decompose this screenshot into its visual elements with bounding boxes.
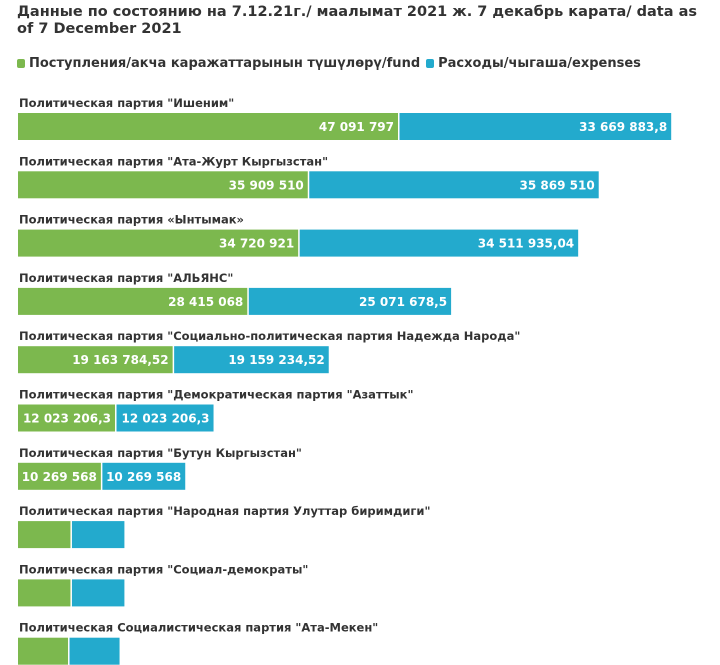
bar-expenses [69, 637, 120, 665]
data-label-expenses: 12 023 206,3 [121, 412, 209, 426]
legend-swatch-fund [17, 58, 25, 68]
category-label: Политическая партия "Социал-демократы" [19, 562, 308, 576]
bar-fund [18, 287, 248, 315]
category-label: Политическая партия "Демократическая пар… [19, 388, 413, 402]
legend-item-fund: Поступления/акча каражаттарынын түшүлөрү… [17, 56, 420, 71]
data-label-expenses: 33 669 883,8 [579, 120, 667, 134]
bar-fund [18, 637, 69, 665]
category-label: Политическая Социалистическая партия "Ат… [19, 621, 378, 635]
data-label-fund: 28 415 068 [168, 295, 243, 309]
category-label: Политическая партия "Ишеним" [19, 96, 234, 110]
data-label-fund: 47 091 797 [319, 120, 394, 134]
legend-label-expenses: Расходы/чыгаша/expenses [438, 55, 641, 71]
bar-fund [18, 579, 71, 607]
data-label-expenses: 19 159 234,52 [228, 353, 324, 367]
category-label: Политическая партия "АЛЬЯНС" [19, 271, 233, 285]
category-label: Политическая партия «Ынтымак» [19, 213, 244, 227]
bar-expenses [174, 346, 329, 374]
data-label-expenses: 35 869 510 [520, 178, 595, 192]
data-label-fund: 10 269 568 [22, 470, 97, 484]
data-label-expenses: 25 071 678,5 [359, 295, 447, 309]
bar-expenses [299, 229, 579, 257]
bar-fund [18, 113, 398, 140]
bar-expenses [102, 462, 186, 490]
bar-fund [18, 346, 173, 374]
bar-fund [18, 229, 299, 257]
bar-expenses [116, 404, 214, 432]
bar-expenses [399, 113, 672, 140]
legend-item-expenses: Расходы/чыгаша/expenses [426, 56, 641, 71]
data-label-fund: 19 163 784,52 [72, 353, 168, 367]
category-label: Политическая партия "Ата-Журт Кыргызстан… [19, 154, 328, 168]
data-label-fund: 34 720 921 [219, 237, 294, 251]
data-label-expenses: 34 511 935,04 [478, 237, 574, 251]
legend: Поступления/акча каражаттарынын түшүлөрү… [17, 54, 641, 72]
bar-fund [18, 521, 71, 549]
bar-expenses [248, 287, 452, 315]
bar-expenses [71, 579, 125, 607]
legend-swatch-expenses [426, 58, 435, 68]
data-label-expenses: 10 269 568 [106, 470, 181, 484]
bar-fund [18, 462, 101, 490]
bar-expenses [309, 171, 599, 199]
bar-fund [18, 404, 116, 432]
category-label: Политическая партия "Народная партия Улу… [19, 504, 430, 518]
category-label: Политическая партия "Бутун Кыргызстан" [19, 446, 302, 460]
chart-title: Данные по состоянию на 7.12.21г./ маалым… [17, 4, 697, 37]
category-label: Политическая партия "Социально-политичес… [19, 329, 520, 343]
bar-expenses [71, 521, 125, 549]
data-label-fund: 35 909 510 [229, 178, 304, 192]
data-label-fund: 12 023 206,3 [23, 412, 111, 426]
bar-fund [18, 171, 308, 199]
legend-label-fund: Поступления/акча каражаттарынын түшүлөрү… [29, 55, 421, 71]
